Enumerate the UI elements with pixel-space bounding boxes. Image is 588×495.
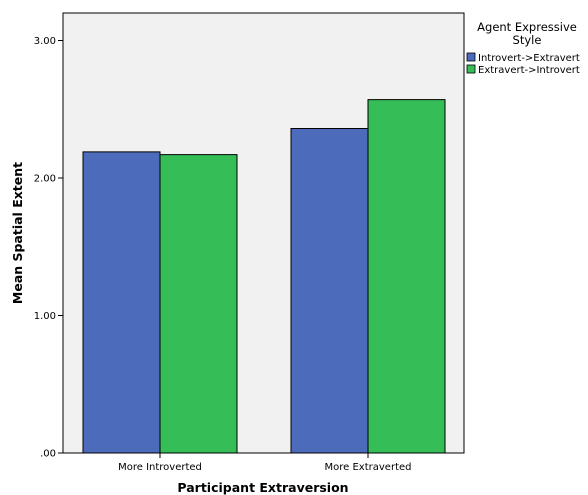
legend-title-line-1: Agent Expressive	[477, 20, 577, 34]
x-tick-label-more-extraverted: More Extraverted	[325, 462, 412, 473]
y-axis: .00 1.00 2.00 3.00	[34, 36, 63, 460]
bar-extravert-introvert-more-introverted	[159, 154, 238, 454]
bar-extravert-introvert-more-extraverted	[367, 99, 446, 454]
y-axis-title: Mean Spatial Extent	[10, 162, 25, 304]
legend-swatch-extravert-introvert	[466, 64, 476, 74]
x-tick-label-more-introverted: More Introverted	[118, 462, 202, 473]
y-tick-label-0: .00	[40, 449, 56, 460]
x-axis-title: Participant Extraversion	[177, 480, 348, 495]
x-axis: More Introverted More Extraverted	[118, 453, 411, 473]
y-tick-label-2: 2.00	[34, 174, 56, 185]
bar-introvert-extravert-more-introverted	[82, 151, 161, 454]
legend-label-extravert-introvert: Extravert->Introvert	[478, 65, 580, 76]
y-tick-label-3: 3.00	[34, 36, 56, 47]
bars-group	[82, 99, 446, 454]
legend: Agent Expressive Style Introvert->Extrav…	[466, 20, 580, 76]
bar-introvert-extravert-more-extraverted	[290, 128, 369, 454]
legend-swatch-introvert-extravert	[466, 52, 476, 62]
legend-title-line-2: Style	[513, 33, 542, 47]
legend-label-introvert-extravert: Introvert->Extravert	[478, 53, 580, 64]
y-tick-label-1: 1.00	[34, 311, 56, 322]
